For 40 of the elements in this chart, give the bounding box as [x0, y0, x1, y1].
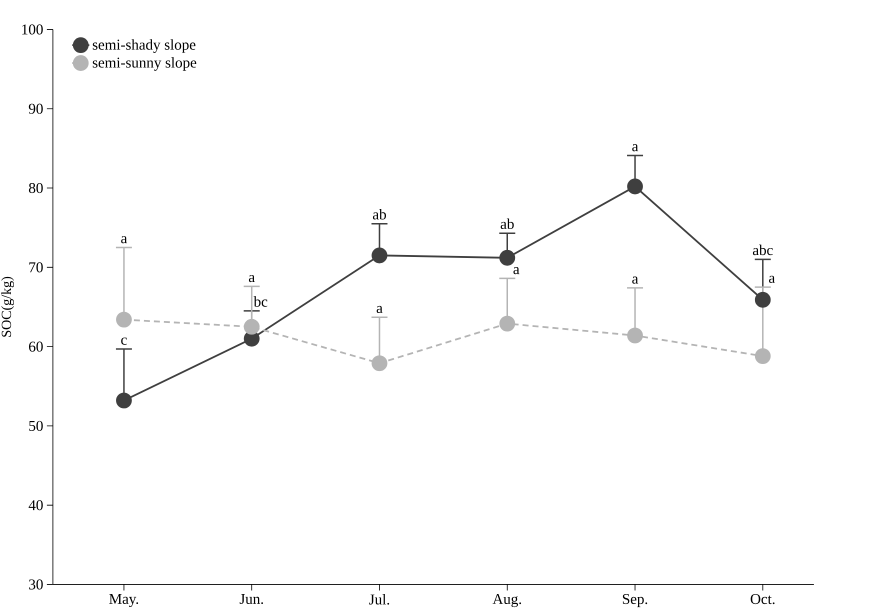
- x-tick-label: Oct.: [750, 594, 775, 604]
- y-tick-label: 70: [29, 262, 43, 272]
- annotation: a: [769, 276, 775, 283]
- annotation: a: [376, 306, 383, 314]
- point: [116, 312, 132, 328]
- x-tick-label: Jun.: [240, 594, 264, 604]
- y-tick-label: 60: [29, 342, 43, 352]
- y-tick-label: 80: [28, 182, 43, 194]
- x-tick-label: Aug.: [492, 594, 522, 608]
- point: [627, 328, 643, 344]
- annotation: a: [513, 267, 520, 274]
- point: [372, 248, 388, 264]
- annotation: a: [248, 274, 255, 282]
- point: [754, 292, 771, 308]
- y-tick-label: 90: [28, 104, 43, 114]
- annotation: a: [632, 144, 638, 152]
- annotation: a: [632, 276, 638, 284]
- point: [372, 355, 388, 372]
- y-axis-title: SOC(g/kg): [1, 276, 14, 337]
- annotation: ab: [500, 218, 514, 230]
- point: [499, 316, 516, 332]
- x-tick-label: Jul.: [369, 594, 390, 605]
- annotation: c: [121, 338, 127, 345]
- legend-label: semi-sunny slope: [92, 57, 196, 71]
- annotation: abc: [752, 244, 773, 256]
- x-tick-label: Sep.: [622, 594, 648, 608]
- annotation: bc: [254, 296, 268, 307]
- point: [754, 348, 771, 364]
- point: [627, 178, 643, 194]
- annotation: ab: [372, 208, 386, 220]
- y-tick-label: 40: [28, 500, 43, 510]
- y-tick-label: 50: [29, 420, 43, 431]
- y-tick-label: 100: [22, 24, 43, 35]
- x-tick-label: May.: [109, 594, 138, 608]
- point: [244, 318, 260, 335]
- legend-label: semi-shady slope: [92, 39, 196, 53]
- point: [499, 250, 516, 266]
- y-tick-label: 30: [29, 579, 43, 590]
- annotation: a: [121, 236, 128, 244]
- point: [116, 392, 132, 408]
